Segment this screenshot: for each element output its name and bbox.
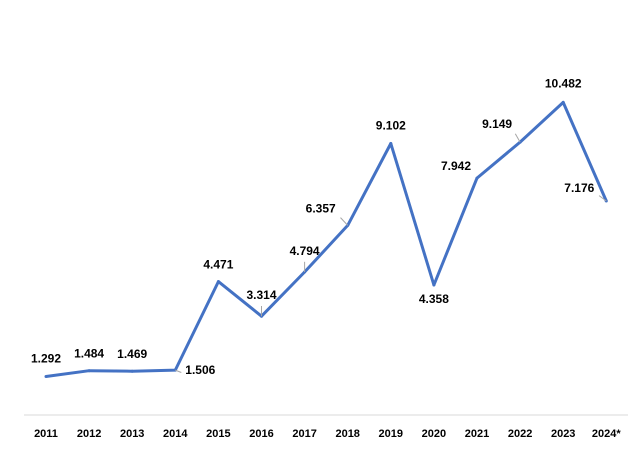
data-label: 4.358 — [419, 292, 449, 306]
x-tick-label: 2018 — [335, 428, 359, 440]
data-label: 7.942 — [441, 159, 471, 173]
x-tick-label: 2014 — [163, 428, 188, 440]
x-tick-label: 2023 — [551, 428, 575, 440]
data-label: 1.469 — [117, 347, 147, 361]
x-tick-label: 2015 — [206, 428, 230, 440]
series-layer — [44, 100, 608, 378]
data-label: 4.471 — [203, 258, 233, 272]
data-label: 3.314 — [246, 288, 276, 302]
x-tick-label: 2020 — [422, 428, 446, 440]
data-point — [44, 375, 48, 378]
x-tick-layer: 2011 2012 2013 2014 2015 2016 2017 2018 2019 2020… — [34, 428, 621, 440]
data-label: 6.357 — [306, 201, 336, 215]
data-label-layer: 1.292 1.484 1.469 1.506 4.471 3.314 4.794 6.357… — [31, 76, 607, 377]
x-tick-label: 2021 — [465, 428, 489, 440]
label-leader-line — [175, 369, 182, 373]
data-label: 9.102 — [376, 119, 406, 133]
data-point — [432, 283, 436, 287]
data-label: 1.484 — [74, 347, 104, 361]
x-tick-label: 2019 — [379, 428, 403, 440]
series-line — [45, 100, 608, 378]
data-label: 1.506 — [185, 363, 215, 377]
label-leader-line — [598, 195, 607, 202]
x-tick-label: 2012 — [77, 428, 101, 440]
x-tick-label: 2024* — [592, 428, 621, 440]
x-tick-label: 2011 — [34, 428, 58, 440]
data-point — [87, 369, 91, 373]
data-point — [561, 100, 565, 104]
data-point — [130, 369, 134, 373]
data-label: 9.149 — [482, 117, 512, 131]
data-label: 4.794 — [290, 244, 320, 258]
label-leader-line — [514, 133, 521, 143]
x-tick-label: 2022 — [508, 428, 532, 440]
data-point — [216, 280, 220, 284]
data-label: 10.482 — [545, 76, 582, 90]
data-label: 7.176 — [564, 181, 594, 195]
data-label: 1.292 — [31, 352, 61, 366]
data-point — [389, 142, 393, 145]
data-point — [475, 176, 479, 180]
x-tick-label: 2017 — [292, 428, 316, 440]
x-tick-label: 2013 — [120, 428, 144, 440]
x-tick-label: 2016 — [249, 428, 273, 440]
label-leader-line — [340, 217, 349, 226]
